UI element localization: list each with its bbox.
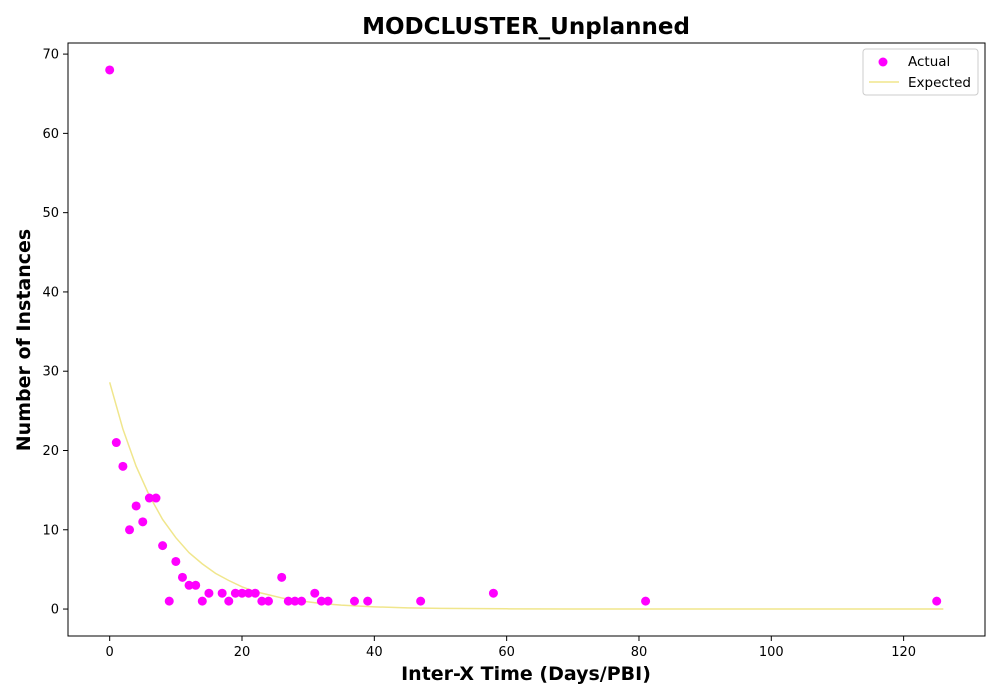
actual-point <box>191 580 201 590</box>
x-axis-ticks: 0 20 40 60 80 100 120 <box>106 636 916 660</box>
actual-point <box>144 493 154 503</box>
actual-point <box>217 588 227 598</box>
y-tick-label: 60 <box>42 127 59 142</box>
actual-point <box>197 596 207 606</box>
plot-area: 0 20 40 60 80 100 120 0 10 20 30 40 50 60 70 <box>42 42 986 660</box>
actual-point <box>277 572 287 582</box>
y-tick-label: 20 <box>42 444 59 459</box>
y-axis-title: Number of Instances <box>13 229 35 451</box>
actual-point <box>158 541 168 551</box>
actual-point <box>310 588 320 598</box>
actual-point <box>244 588 254 598</box>
y-tick-label: 40 <box>42 285 59 300</box>
chart-title: MODCLUSTER_Unplanned <box>362 14 690 40</box>
actual-point <box>297 596 307 606</box>
y-tick-label: 10 <box>42 523 59 538</box>
actual-point <box>416 596 426 606</box>
series-layer <box>105 65 944 610</box>
actual-point <box>316 596 326 606</box>
legend: Actual Expected <box>862 48 979 96</box>
y-tick-label: 0 <box>51 603 59 618</box>
y-tick-label: 30 <box>42 365 59 380</box>
x-tick-label: 100 <box>759 645 784 660</box>
actual-point <box>290 596 300 606</box>
actual-point <box>138 517 148 527</box>
actual-point <box>204 588 214 598</box>
actual-point <box>641 596 651 606</box>
actual-point <box>177 572 187 582</box>
x-tick-label: 40 <box>366 645 383 660</box>
actual-point <box>171 556 181 566</box>
actual-point <box>263 596 273 606</box>
actual-point <box>224 596 234 606</box>
x-tick-label: 0 <box>106 645 114 660</box>
actual-point <box>151 493 161 503</box>
x-tick-label: 120 <box>891 645 916 660</box>
actual-point <box>230 588 240 598</box>
actual-point <box>323 596 333 606</box>
actual-point <box>488 588 498 598</box>
actual-point <box>237 588 247 598</box>
x-tick-label: 80 <box>631 645 648 660</box>
x-tick-label: 20 <box>234 645 251 660</box>
actual-point <box>184 580 194 590</box>
actual-point <box>283 596 293 606</box>
legend-marker-actual <box>878 57 888 67</box>
actual-point <box>257 596 267 606</box>
legend-box <box>862 48 979 96</box>
actual-point <box>250 588 260 598</box>
x-axis-title: Inter-X Time (Days/PBI) <box>401 663 651 685</box>
actual-point <box>349 596 359 606</box>
legend-label-expected: Expected <box>908 75 971 91</box>
actual-point <box>125 525 135 535</box>
actual-point <box>131 501 141 511</box>
legend-label-actual: Actual <box>908 54 950 70</box>
actual-point <box>118 461 128 471</box>
plot-frame <box>67 42 986 637</box>
y-axis-ticks: 0 10 20 30 40 50 60 70 <box>42 48 68 618</box>
y-tick-label: 50 <box>42 206 59 221</box>
x-tick-label: 60 <box>498 645 515 660</box>
y-tick-label: 70 <box>42 48 59 63</box>
actual-point <box>164 596 174 606</box>
actual-point <box>111 438 121 448</box>
expected-curve <box>108 382 944 610</box>
actual-point <box>363 596 373 606</box>
actual-point <box>105 65 115 75</box>
actual-point <box>932 596 942 606</box>
